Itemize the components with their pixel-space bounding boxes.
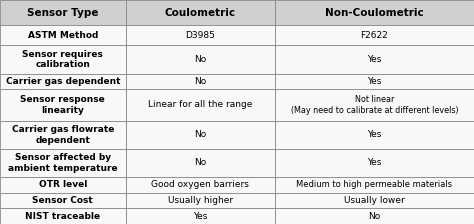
Text: No: No <box>194 130 206 139</box>
Text: Non-Coulometric: Non-Coulometric <box>325 8 424 17</box>
Text: Usually higher: Usually higher <box>168 196 233 205</box>
Bar <box>0 149 126 177</box>
Text: Yes: Yes <box>193 212 208 221</box>
Text: NIST traceable: NIST traceable <box>25 212 100 221</box>
Text: Yes: Yes <box>367 130 382 139</box>
Text: Carrier gas dependent: Carrier gas dependent <box>6 77 120 86</box>
Bar <box>126 74 275 89</box>
Bar <box>275 193 474 208</box>
Bar <box>275 177 474 193</box>
Bar <box>0 25 126 45</box>
Bar <box>126 89 275 121</box>
Text: Sensor requires
calibration: Sensor requires calibration <box>22 50 103 69</box>
Bar <box>0 193 126 208</box>
Bar <box>0 0 126 25</box>
Text: No: No <box>194 158 206 167</box>
Text: Sensor response
linearity: Sensor response linearity <box>20 95 105 115</box>
Text: Sensor affected by
ambient temperature: Sensor affected by ambient temperature <box>8 153 118 173</box>
Bar <box>0 121 126 149</box>
Bar <box>126 193 275 208</box>
Text: ASTM Method: ASTM Method <box>27 31 98 40</box>
Bar <box>126 45 275 74</box>
Text: Sensor Type: Sensor Type <box>27 8 99 17</box>
Bar <box>275 208 474 224</box>
Text: Yes: Yes <box>367 158 382 167</box>
Bar <box>275 0 474 25</box>
Bar <box>0 74 126 89</box>
Bar <box>0 89 126 121</box>
Text: Yes: Yes <box>367 77 382 86</box>
Text: Medium to high permeable materials: Medium to high permeable materials <box>296 180 453 189</box>
Bar <box>126 121 275 149</box>
Text: No: No <box>194 77 206 86</box>
Bar <box>126 208 275 224</box>
Text: No: No <box>368 212 381 221</box>
Bar <box>275 45 474 74</box>
Bar <box>275 121 474 149</box>
Bar <box>126 149 275 177</box>
Text: No: No <box>194 55 206 64</box>
Bar <box>275 149 474 177</box>
Text: Not linear
(May need to calibrate at different levels): Not linear (May need to calibrate at dif… <box>291 95 458 115</box>
Bar <box>275 25 474 45</box>
Bar <box>275 89 474 121</box>
Text: Good oxygen barriers: Good oxygen barriers <box>151 180 249 189</box>
Bar <box>0 45 126 74</box>
Bar <box>0 208 126 224</box>
Text: Linear for all the range: Linear for all the range <box>148 100 253 110</box>
Text: Usually lower: Usually lower <box>344 196 405 205</box>
Bar <box>0 177 126 193</box>
Text: F2622: F2622 <box>361 31 388 40</box>
Bar <box>126 0 275 25</box>
Text: D3985: D3985 <box>185 31 215 40</box>
Text: Yes: Yes <box>367 55 382 64</box>
Text: Coulometric: Coulometric <box>164 8 236 17</box>
Text: Carrier gas flowrate
dependent: Carrier gas flowrate dependent <box>12 125 114 144</box>
Bar <box>275 74 474 89</box>
Bar <box>126 25 275 45</box>
Text: OTR level: OTR level <box>38 180 87 189</box>
Bar <box>126 177 275 193</box>
Text: Sensor Cost: Sensor Cost <box>32 196 93 205</box>
